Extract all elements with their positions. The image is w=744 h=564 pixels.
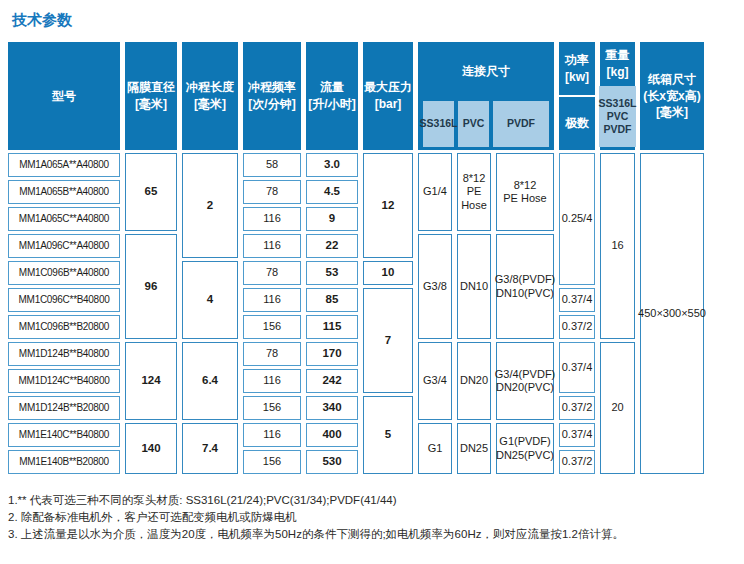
header-flow-rate: 流量 [升/小时]	[306, 42, 358, 150]
page-title: 技术参数	[12, 11, 744, 30]
header-model: 型号	[8, 42, 120, 150]
header-power: 功率 [kw] 极数	[559, 42, 595, 150]
model-cell: MM1A065A**A40800	[8, 153, 120, 177]
stroke-group-cell: 6.4	[182, 342, 238, 420]
model-cell: MM1C096C**B40800	[8, 288, 120, 312]
connection-material-subheaders: SS316L PVC PVDF	[423, 101, 549, 147]
model-cell: MM1D124B**B20800	[8, 396, 120, 420]
connection-pvc-cell: DN25	[457, 423, 491, 474]
footnote-3: 3. 上述流量是以水为介质，温度为20度，电机频率为50Hz的条件下测得的;如电…	[8, 526, 744, 543]
connection-pvc-cell: DN20	[457, 342, 491, 420]
connection-pvc-cell: DN10	[457, 234, 491, 339]
frequency-cell: 116	[243, 234, 301, 258]
frequency-cell: 58	[243, 153, 301, 177]
header-connection-size: 连接尺寸 SS316L PVC PVDF	[418, 42, 554, 150]
model-cell: MM1A065C**A40800	[8, 207, 120, 231]
stroke-group-cell: 7.4	[182, 423, 238, 474]
flow-cell: 340	[306, 396, 358, 420]
carton-size-cell: 450×300×550	[640, 153, 704, 474]
frequency-cell: 116	[243, 423, 301, 447]
footnotes: 1.** 代表可选三种不同的泵头材质: SS316L(21/24);PVC(31…	[8, 492, 744, 543]
weight-title: 重量 [kg]	[606, 42, 630, 86]
power-cell: 0.37/2	[559, 450, 595, 474]
connection-ss316l-cell: G1	[418, 423, 452, 474]
connection-ss316l-cell: G3/8	[418, 234, 452, 339]
flow-cell: 4.5	[306, 180, 358, 204]
header-stroke-frequency: 冲程频率 [次/分钟]	[243, 42, 301, 150]
weight-group-cell: 20	[600, 342, 635, 474]
frequency-cell: 156	[243, 396, 301, 420]
model-cell: MM1E140B**B20800	[8, 450, 120, 474]
flow-cell: 242	[306, 369, 358, 393]
pressure-group-cell: 7	[363, 288, 413, 393]
poles-title: 极数	[565, 97, 589, 150]
frequency-cell: 78	[243, 261, 301, 285]
subheader-pvc: PVC	[458, 101, 489, 147]
model-cell: MM1A096C**A40800	[8, 234, 120, 258]
power-cell: 0.37/4	[559, 423, 595, 447]
header-weight: 重量 [kg] SS316L PVC PVDF	[600, 42, 635, 150]
flow-cell: 22	[306, 234, 358, 258]
pressure-group-cell: 5	[363, 396, 413, 474]
header-carton-size: 纸箱尺寸 (长x宽x高) [毫米]	[640, 42, 704, 150]
flow-cell: 170	[306, 342, 358, 366]
diaphragm-group-cell: 140	[125, 423, 177, 474]
frequency-cell: 116	[243, 288, 301, 312]
connection-pvdf-cell: G3/8(PVDF) DN10(PVC)	[496, 234, 554, 339]
flow-cell: 9	[306, 207, 358, 231]
diaphragm-group-cell: 96	[125, 234, 177, 339]
connection-ss316l-cell: G3/4	[418, 342, 452, 420]
frequency-cell: 116	[243, 207, 301, 231]
flow-cell: 85	[306, 288, 358, 312]
pressure-group-cell: 12	[363, 153, 413, 258]
model-cell: MM1A065B**A40800	[8, 180, 120, 204]
subheader-ss316l: SS316L	[423, 101, 454, 147]
model-cell: MM1C096B**B20800	[8, 315, 120, 339]
connection-pvdf-cell: G3/4(PVDF) DN20(PVC)	[496, 342, 554, 420]
power-cell: 0.37/4	[559, 288, 595, 312]
power-cell: 0.37/2	[559, 315, 595, 339]
connection-ss316l-cell: G1/4	[418, 153, 452, 231]
stroke-group-cell: 4	[182, 261, 238, 339]
connection-size-title: 连接尺寸	[462, 42, 510, 101]
power-cell: 0.37/4	[559, 342, 595, 393]
header-stroke-length: 冲程长度 [毫米]	[182, 42, 238, 150]
footnote-1: 1.** 代表可选三种不同的泵头材质: SS316L(21/24);PVC(31…	[8, 492, 744, 509]
frequency-cell: 116	[243, 369, 301, 393]
flow-cell: 53	[306, 261, 358, 285]
model-cell: MM1D124C**B40800	[8, 369, 120, 393]
stroke-group-cell: 2	[182, 153, 238, 258]
power-title: 功率 [kw]	[565, 42, 589, 95]
power-cell: 0.25/4	[559, 153, 595, 285]
header-diaphragm-diameter: 隔膜直径 [毫米]	[125, 42, 177, 150]
subheader-pvdf: PVDF	[493, 101, 549, 147]
flow-cell: 3.0	[306, 153, 358, 177]
model-cell: MM1C096B**A40800	[8, 261, 120, 285]
frequency-cell: 156	[243, 450, 301, 474]
frequency-cell: 156	[243, 315, 301, 339]
pressure-group-cell: 10	[363, 261, 413, 285]
flow-cell: 400	[306, 423, 358, 447]
weight-materials-subheader: SS316L PVC PVDF	[599, 86, 637, 147]
diaphragm-group-cell: 65	[125, 153, 177, 231]
flow-cell: 530	[306, 450, 358, 474]
flow-cell: 115	[306, 315, 358, 339]
weight-group-cell: 16	[600, 153, 635, 339]
power-cell: 0.37/2	[559, 396, 595, 420]
frequency-cell: 78	[243, 180, 301, 204]
footnote-2: 2. 除配备标准电机外，客户还可选配变频电机或防爆电机	[8, 509, 744, 526]
frequency-cell: 78	[243, 342, 301, 366]
model-cell: MM1E140C**B40800	[8, 423, 120, 447]
technical-parameters-table: 型号 隔膜直径 [毫米] 冲程长度 [毫米] 冲程频率 [次/分钟] 流量 [升…	[8, 42, 704, 474]
connection-pvc-cell: 8*12 PE Hose	[457, 153, 491, 231]
model-cell: MM1D124B**B40800	[8, 342, 120, 366]
connection-pvdf-cell: G1(PVDF) DN25(PVC)	[496, 423, 554, 474]
connection-pvdf-cell: 8*12 PE Hose	[496, 153, 554, 231]
header-max-pressure: 最大压力 [bar]	[363, 42, 413, 150]
diaphragm-group-cell: 124	[125, 342, 177, 420]
